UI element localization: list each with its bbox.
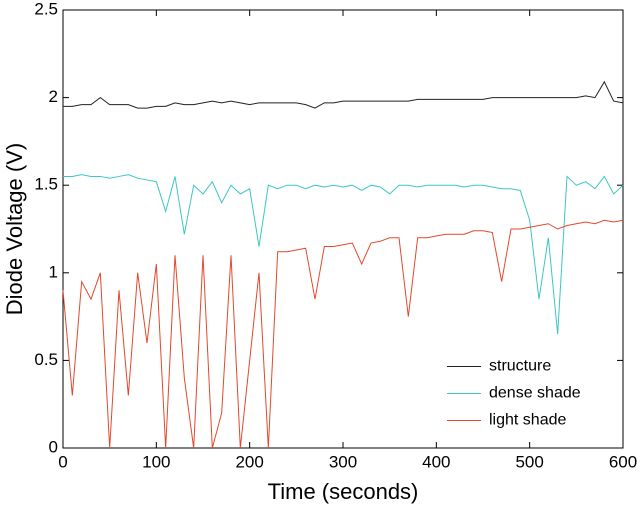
y-tick-label: 0 <box>49 437 58 456</box>
x-axis-label: Time (seconds) <box>268 479 419 504</box>
legend-label: structure <box>489 358 551 375</box>
legend-label: dense shade <box>489 385 581 402</box>
y-tick-label: 2.5 <box>34 0 58 18</box>
series-line <box>63 80 624 109</box>
x-tick-label: 500 <box>515 452 543 471</box>
x-tick-label: 200 <box>235 452 263 471</box>
x-tick-label: 100 <box>142 452 170 471</box>
y-tick-label: 1.5 <box>34 175 58 194</box>
y-tick-label: 0.5 <box>34 350 58 369</box>
series-line <box>62 219 624 449</box>
x-tick-label: 400 <box>422 452 450 471</box>
x-tick-label: 0 <box>58 452 67 471</box>
x-tick-label: 600 <box>609 452 637 471</box>
y-axis-label: Diode Voltage (V) <box>2 143 27 315</box>
legend-label: light shade <box>489 412 566 429</box>
series-line <box>63 174 624 335</box>
y-tick-label: 2 <box>49 87 58 106</box>
y-tick-label: 1 <box>49 262 58 281</box>
plot-area <box>62 9 624 449</box>
x-tick-label: 300 <box>329 452 357 471</box>
